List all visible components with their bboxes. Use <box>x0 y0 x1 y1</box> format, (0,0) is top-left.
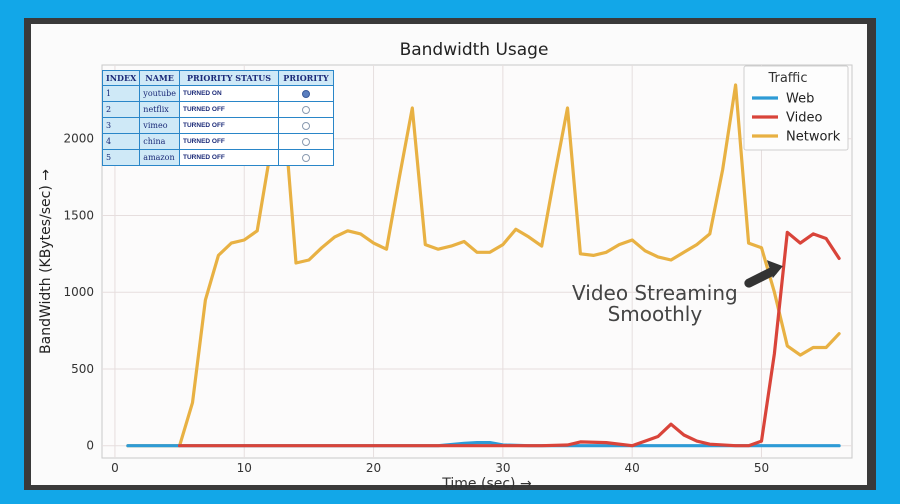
priority-table: INDEX NAME PRIORITY STATUS PRIORITY 1 youtub… <box>101 70 335 166</box>
row-name: vimeo <box>139 117 181 134</box>
y-tick-label: 500 <box>71 362 94 376</box>
table-header-cell: PRIORITY STATUS <box>179 70 280 86</box>
annotation-text: Smoothly <box>608 302 703 326</box>
table-row: 5 amazon TURNED OFF <box>101 149 335 166</box>
table-header-cell: INDEX <box>101 70 141 86</box>
x-tick-label: 10 <box>237 461 252 475</box>
row-name: amazon <box>139 149 181 166</box>
annotation-text: Video Streaming <box>572 281 738 305</box>
y-axis-label: BandWidth (KBytes/sec) → <box>38 169 54 354</box>
row-index: 4 <box>101 133 141 150</box>
row-status: TURNED ON <box>179 85 280 102</box>
priority-radio[interactable] <box>302 138 311 146</box>
row-index: 3 <box>101 117 141 134</box>
x-tick-label: 30 <box>495 461 510 475</box>
priority-radio[interactable] <box>302 90 311 98</box>
row-index: 5 <box>101 149 141 166</box>
legend-box <box>743 65 849 151</box>
row-index: 1 <box>101 85 141 102</box>
chart-title: Bandwidth Usage <box>400 40 549 60</box>
annotation-arrow-shaft <box>744 266 778 288</box>
legend-label-video: Video <box>786 111 822 126</box>
y-tick-label: 2000 <box>63 132 94 146</box>
table-header-cell: PRIORITY <box>278 70 335 86</box>
legend-title: Traffic <box>767 71 807 86</box>
y-tick-label: 1500 <box>63 208 94 222</box>
priority-radio[interactable] <box>302 154 311 162</box>
table-row: 2 netflix TURNED OFF <box>101 101 335 118</box>
y-tick-label: 1000 <box>63 285 94 299</box>
priority-radio[interactable] <box>302 122 311 130</box>
row-priority-cell <box>278 149 335 166</box>
row-status: TURNED OFF <box>179 149 280 166</box>
table-row: 4 china TURNED OFF <box>101 133 335 150</box>
row-status: TURNED OFF <box>179 133 280 150</box>
legend-label-web: Web <box>786 92 814 107</box>
x-tick-label: 0 <box>111 461 119 475</box>
row-priority-cell <box>278 133 335 150</box>
row-status: TURNED OFF <box>179 117 280 134</box>
legend: Traffic Web Video Network <box>743 65 849 151</box>
x-axis-label: Time (sec) → <box>441 476 532 492</box>
row-status: TURNED OFF <box>179 101 280 118</box>
table-row: 1 youtube TURNED ON <box>101 85 335 102</box>
row-priority-cell <box>278 85 335 102</box>
series-line-video <box>178 230 841 448</box>
row-index: 2 <box>101 101 141 118</box>
x-tick-label: 20 <box>366 461 381 475</box>
x-tick-label: 40 <box>625 461 640 475</box>
table-row: 3 vimeo TURNED OFF <box>101 117 335 134</box>
row-name: china <box>139 133 181 150</box>
row-name: netflix <box>139 101 181 118</box>
table-header-cell: NAME <box>139 70 181 86</box>
priority-radio[interactable] <box>302 106 311 114</box>
priority-table-body: 1 youtube TURNED ON 2 netflix TURNED OFF 3 vime… <box>101 85 335 166</box>
row-name: youtube <box>139 85 181 102</box>
x-tick-label: 50 <box>754 461 769 475</box>
y-tick-label: 0 <box>86 439 94 453</box>
row-priority-cell <box>278 117 335 134</box>
row-priority-cell <box>278 101 335 118</box>
annotation-arrow-head <box>766 260 783 279</box>
legend-label-network: Network <box>786 130 841 145</box>
priority-table-header: INDEX NAME PRIORITY STATUS PRIORITY <box>101 70 335 86</box>
